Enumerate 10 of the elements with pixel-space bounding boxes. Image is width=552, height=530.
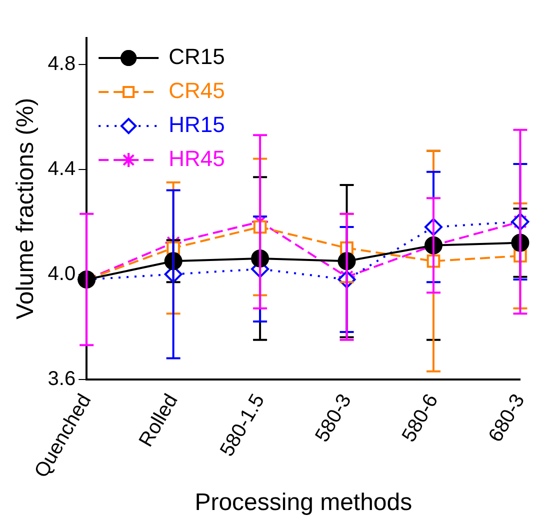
x-axis-title: Processing methods bbox=[194, 489, 412, 516]
y-tick-label: 3.6 bbox=[48, 368, 76, 390]
y-tick-label: 4.4 bbox=[48, 158, 76, 180]
legend-label: CR45 bbox=[168, 78, 225, 104]
y-tick-label: 4.8 bbox=[48, 52, 76, 75]
legend-label: HR45 bbox=[168, 146, 225, 172]
y-axis-title: Volume fractions (%) bbox=[12, 98, 40, 320]
y-tick-label: 4.0 bbox=[48, 262, 76, 285]
legend-label: HR15 bbox=[168, 112, 225, 138]
legend-label: CR15 bbox=[168, 44, 225, 70]
